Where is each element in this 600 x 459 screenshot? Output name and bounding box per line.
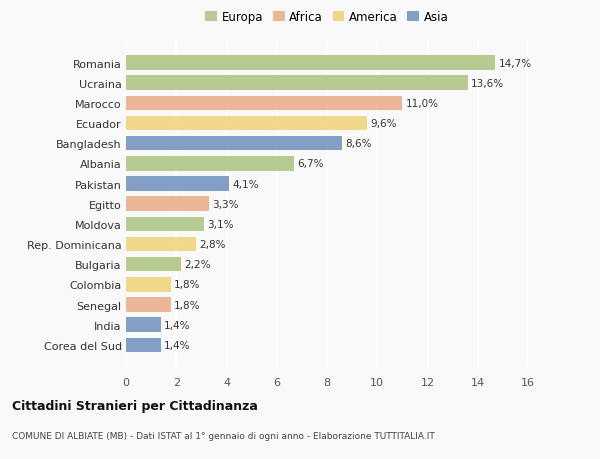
Text: 14,7%: 14,7%: [499, 58, 532, 68]
Text: 1,8%: 1,8%: [174, 300, 201, 310]
Bar: [126, 157, 295, 171]
Text: COMUNE DI ALBIATE (MB) - Dati ISTAT al 1° gennaio di ogni anno - Elaborazione TU: COMUNE DI ALBIATE (MB) - Dati ISTAT al 1…: [12, 431, 435, 441]
Bar: [126, 297, 171, 312]
Bar: [126, 318, 161, 332]
Text: 1,4%: 1,4%: [164, 340, 191, 350]
Text: 1,4%: 1,4%: [164, 320, 191, 330]
Bar: [126, 96, 403, 111]
Text: 11,0%: 11,0%: [406, 99, 439, 109]
Bar: [126, 237, 196, 252]
Bar: [126, 278, 171, 292]
Text: 3,1%: 3,1%: [207, 219, 233, 230]
Bar: [126, 76, 468, 91]
Text: 8,6%: 8,6%: [345, 139, 371, 149]
Text: 3,3%: 3,3%: [212, 199, 238, 209]
Bar: [126, 257, 181, 272]
Text: 13,6%: 13,6%: [471, 78, 504, 89]
Text: 2,2%: 2,2%: [184, 260, 211, 269]
Bar: [126, 56, 496, 71]
Text: 9,6%: 9,6%: [370, 119, 397, 129]
Bar: [126, 338, 161, 353]
Text: 6,7%: 6,7%: [298, 159, 324, 169]
Legend: Europa, Africa, America, Asia: Europa, Africa, America, Asia: [205, 11, 449, 24]
Bar: [126, 197, 209, 212]
Bar: [126, 137, 342, 151]
Text: 1,8%: 1,8%: [174, 280, 201, 290]
Text: 2,8%: 2,8%: [199, 240, 226, 250]
Bar: [126, 117, 367, 131]
Text: Cittadini Stranieri per Cittadinanza: Cittadini Stranieri per Cittadinanza: [12, 399, 258, 412]
Text: 4,1%: 4,1%: [232, 179, 259, 189]
Bar: [126, 217, 204, 232]
Bar: [126, 177, 229, 191]
